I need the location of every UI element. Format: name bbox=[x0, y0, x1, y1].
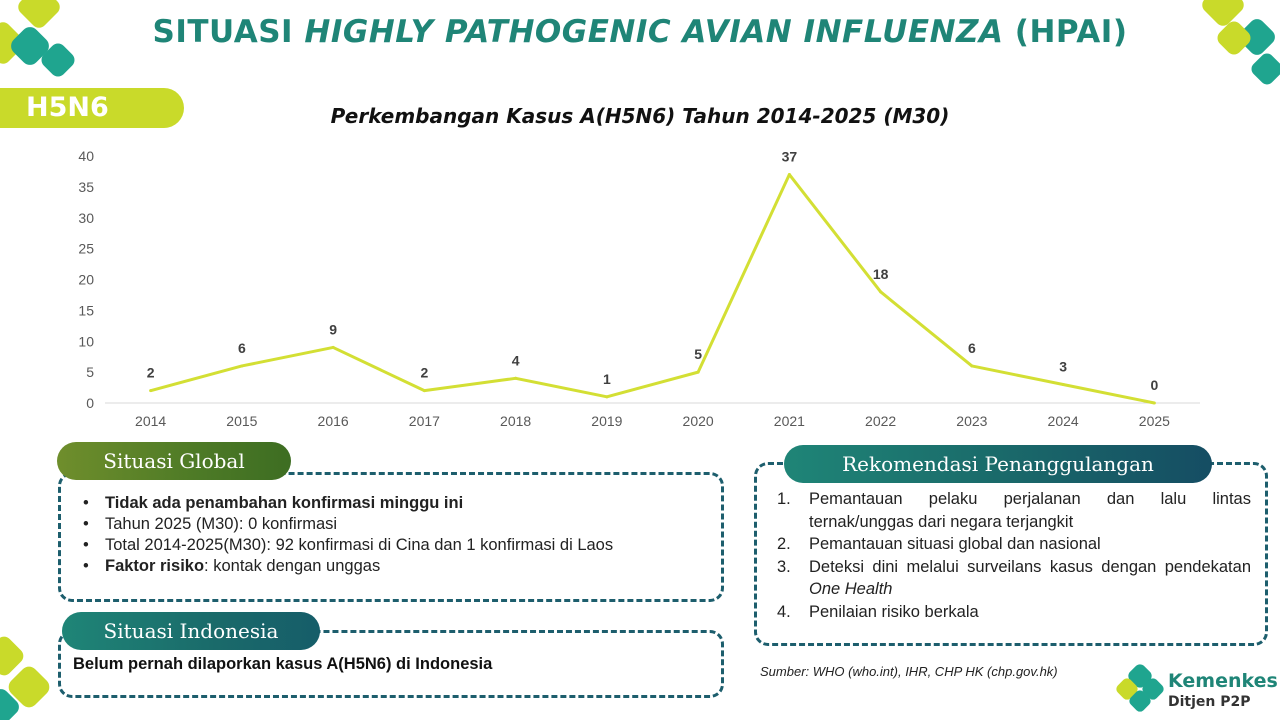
virus-type-tag: H5N6 bbox=[0, 88, 184, 128]
y-tick-label: 15 bbox=[78, 302, 94, 318]
indonesia-situation-text: Belum pernah dilaporkan kasus A(H5N6) di… bbox=[73, 655, 493, 673]
list-item: Total 2014-2025(M30): 92 konfirmasi di C… bbox=[73, 535, 723, 556]
data-point bbox=[605, 395, 609, 399]
global-situation-list: Tidak ada penambahan konfirmasi minggu i… bbox=[73, 493, 723, 577]
y-tick-label: 0 bbox=[86, 395, 94, 411]
data-label: 1 bbox=[603, 371, 611, 387]
chart-title: Perkembangan Kasus A(H5N6) Tahun 2014-20… bbox=[330, 104, 950, 128]
y-tick-label: 20 bbox=[78, 272, 94, 288]
data-point bbox=[879, 290, 883, 294]
corner-decoration-top-right bbox=[1202, 0, 1280, 85]
data-point bbox=[696, 370, 700, 374]
data-point bbox=[1061, 382, 1065, 386]
y-tick-label: 5 bbox=[86, 364, 94, 380]
data-point bbox=[331, 345, 335, 349]
list-item: 1. Pemantauan pelaku perjalanan dan lalu … bbox=[777, 490, 1251, 531]
x-tick-label: 2018 bbox=[500, 413, 531, 429]
x-tick-label: 2025 bbox=[1139, 413, 1170, 429]
corner-decoration-bottom-left bbox=[0, 636, 50, 720]
x-tick-label: 2016 bbox=[318, 413, 349, 429]
indonesia-situation-box bbox=[58, 630, 724, 698]
data-label: 2 bbox=[420, 365, 428, 381]
data-label: 0 bbox=[1150, 377, 1158, 393]
x-tick-label: 2023 bbox=[956, 413, 987, 429]
list-item: Tidak ada penambahan konfirmasi minggu i… bbox=[73, 493, 723, 514]
data-point bbox=[1152, 401, 1156, 405]
data-point bbox=[514, 376, 518, 380]
global-situation-title: Situasi Global bbox=[57, 442, 291, 480]
data-point bbox=[422, 389, 426, 393]
data-point bbox=[970, 364, 974, 368]
data-label: 6 bbox=[238, 340, 246, 356]
data-point bbox=[787, 173, 791, 177]
y-tick-label: 40 bbox=[78, 148, 94, 164]
data-label: 18 bbox=[873, 266, 889, 282]
list-item: 4. Penilaian risiko berkala bbox=[777, 602, 979, 621]
data-label: 3 bbox=[1059, 358, 1067, 374]
data-label: 2 bbox=[147, 365, 155, 381]
y-tick-label: 25 bbox=[78, 241, 94, 257]
y-tick-label: 30 bbox=[78, 210, 94, 226]
x-tick-label: 2021 bbox=[774, 413, 805, 429]
page-title: SITUASI HIGHLY PATHOGENIC AVIAN INFLUENZ… bbox=[152, 14, 1128, 50]
logo-name: Kemenkes bbox=[1168, 670, 1278, 692]
list-item: Tahun 2025 (M30): 0 konfirmasi bbox=[73, 514, 723, 535]
x-tick-label: 2022 bbox=[865, 413, 896, 429]
data-label: 5 bbox=[694, 346, 702, 362]
logo-subtitle: Ditjen P2P bbox=[1168, 694, 1251, 710]
data-point bbox=[149, 389, 153, 393]
data-label: 9 bbox=[329, 321, 337, 337]
x-tick-label: 2015 bbox=[226, 413, 257, 429]
data-label: 4 bbox=[512, 352, 520, 368]
x-tick-label: 2020 bbox=[683, 413, 714, 429]
list-item: Faktor risiko: kontak dengan unggas bbox=[73, 556, 723, 577]
x-tick-label: 2024 bbox=[1048, 413, 1079, 429]
recommendation-list: 1. Pemantauan pelaku perjalanan dan lalu … bbox=[773, 488, 1251, 623]
data-label: 37 bbox=[782, 149, 798, 165]
corner-decoration-top-left bbox=[0, 0, 75, 77]
list-item: 3. Deteksi dini melalui surveilans kasus … bbox=[777, 557, 1251, 599]
x-tick-label: 2014 bbox=[135, 413, 166, 429]
x-tick-label: 2019 bbox=[591, 413, 622, 429]
data-point bbox=[240, 364, 244, 368]
y-tick-label: 10 bbox=[78, 333, 94, 349]
recommendation-title: Rekomendasi Penanggulangan bbox=[784, 445, 1212, 483]
list-item: 2. Pemantauan situasi global dan nasional bbox=[777, 535, 1101, 553]
indonesia-situation-title: Situasi Indonesia bbox=[62, 612, 320, 650]
series-line bbox=[150, 173, 1155, 405]
kemenkes-logo-icon bbox=[1116, 664, 1164, 712]
data-label: 6 bbox=[968, 340, 976, 356]
source-note: Sumber: WHO (who.int), IHR, CHP HK (chp.… bbox=[760, 664, 1058, 679]
y-tick-label: 35 bbox=[78, 179, 94, 195]
x-tick-label: 2017 bbox=[409, 413, 440, 429]
